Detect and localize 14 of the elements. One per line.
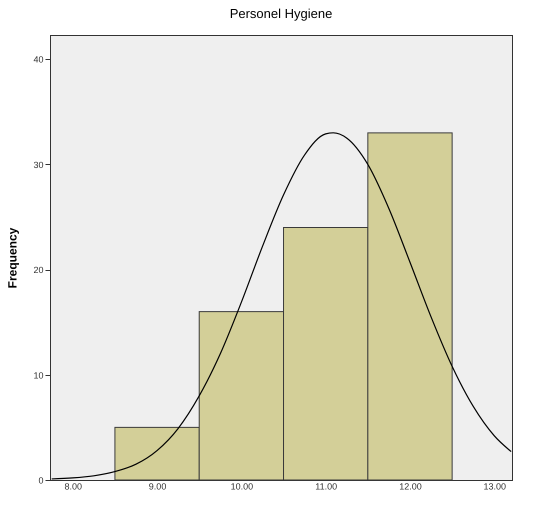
y-axis-title: Frequency bbox=[5, 227, 20, 288]
y-tick-label: 40 bbox=[33, 54, 44, 65]
x-tick-label: 11.00 bbox=[315, 482, 338, 492]
chart-title: Personel Hygiene bbox=[230, 6, 332, 21]
y-tick-label: 0 bbox=[38, 476, 44, 486]
y-tick-label: 30 bbox=[33, 160, 44, 170]
x-tick-label: 12.00 bbox=[399, 482, 422, 492]
x-tick-label: 9.00 bbox=[148, 482, 166, 492]
line-series bbox=[51, 132, 512, 480]
x-tick-label: 10.00 bbox=[230, 482, 254, 492]
x-tick-label: 13.00 bbox=[484, 482, 506, 492]
y-tick-label: 20 bbox=[33, 265, 44, 276]
x-tick-label: 8.00 bbox=[64, 482, 82, 492]
y-tick-label: 10 bbox=[33, 370, 44, 380]
